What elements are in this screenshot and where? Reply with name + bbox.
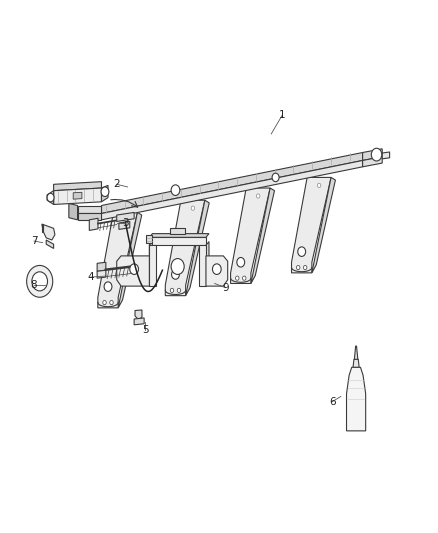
Polygon shape — [170, 228, 185, 233]
Circle shape — [237, 257, 245, 267]
Circle shape — [243, 276, 246, 280]
Circle shape — [318, 183, 321, 188]
Polygon shape — [354, 346, 358, 359]
Circle shape — [103, 301, 106, 305]
Text: 4: 4 — [87, 272, 94, 282]
Polygon shape — [363, 157, 382, 167]
Polygon shape — [353, 359, 359, 367]
Circle shape — [191, 206, 194, 211]
Text: 3: 3 — [122, 218, 129, 228]
Polygon shape — [149, 241, 152, 286]
Circle shape — [101, 187, 109, 197]
Polygon shape — [78, 206, 102, 214]
Polygon shape — [97, 262, 106, 271]
Text: 6: 6 — [329, 397, 336, 407]
Text: 8: 8 — [31, 280, 37, 290]
Polygon shape — [382, 152, 390, 159]
Text: 1: 1 — [279, 110, 286, 120]
Circle shape — [130, 264, 138, 274]
Circle shape — [297, 265, 300, 270]
Polygon shape — [47, 191, 53, 205]
Polygon shape — [102, 185, 108, 202]
Circle shape — [110, 301, 113, 305]
Circle shape — [170, 288, 174, 293]
Polygon shape — [102, 152, 363, 214]
Polygon shape — [165, 200, 205, 296]
Polygon shape — [149, 245, 156, 286]
Polygon shape — [118, 213, 142, 308]
Polygon shape — [117, 213, 134, 221]
Polygon shape — [135, 310, 142, 319]
Polygon shape — [149, 237, 206, 245]
Polygon shape — [117, 256, 149, 286]
Polygon shape — [97, 270, 106, 278]
Circle shape — [124, 218, 127, 222]
Circle shape — [171, 185, 180, 196]
Circle shape — [371, 148, 382, 161]
Polygon shape — [292, 177, 331, 273]
Polygon shape — [312, 177, 336, 273]
Circle shape — [272, 173, 279, 182]
Polygon shape — [206, 241, 209, 286]
Text: 5: 5 — [142, 325, 148, 335]
Polygon shape — [346, 367, 366, 431]
Polygon shape — [53, 188, 102, 205]
Circle shape — [236, 276, 239, 280]
Circle shape — [256, 194, 260, 198]
Polygon shape — [53, 182, 102, 191]
Polygon shape — [134, 318, 144, 325]
Polygon shape — [73, 192, 82, 199]
Circle shape — [304, 265, 307, 270]
Polygon shape — [251, 188, 275, 284]
Circle shape — [212, 264, 221, 274]
Text: 2: 2 — [113, 179, 120, 189]
Polygon shape — [149, 233, 209, 237]
Polygon shape — [363, 149, 382, 160]
Polygon shape — [206, 256, 228, 286]
Circle shape — [298, 247, 306, 256]
Circle shape — [172, 270, 180, 279]
Circle shape — [104, 282, 112, 292]
Polygon shape — [89, 218, 98, 230]
Circle shape — [32, 272, 47, 291]
Polygon shape — [186, 200, 209, 296]
Text: 9: 9 — [222, 282, 229, 293]
Polygon shape — [69, 204, 78, 220]
Polygon shape — [42, 224, 43, 231]
Circle shape — [177, 288, 181, 293]
Polygon shape — [78, 214, 102, 220]
Polygon shape — [230, 188, 270, 284]
Circle shape — [47, 193, 54, 202]
Circle shape — [171, 259, 184, 274]
Text: 7: 7 — [31, 236, 37, 246]
Polygon shape — [119, 221, 130, 229]
Polygon shape — [146, 235, 152, 243]
Polygon shape — [98, 213, 138, 308]
Polygon shape — [199, 245, 206, 286]
Polygon shape — [102, 160, 363, 220]
Polygon shape — [46, 240, 53, 248]
Circle shape — [27, 265, 53, 297]
Polygon shape — [42, 224, 55, 240]
